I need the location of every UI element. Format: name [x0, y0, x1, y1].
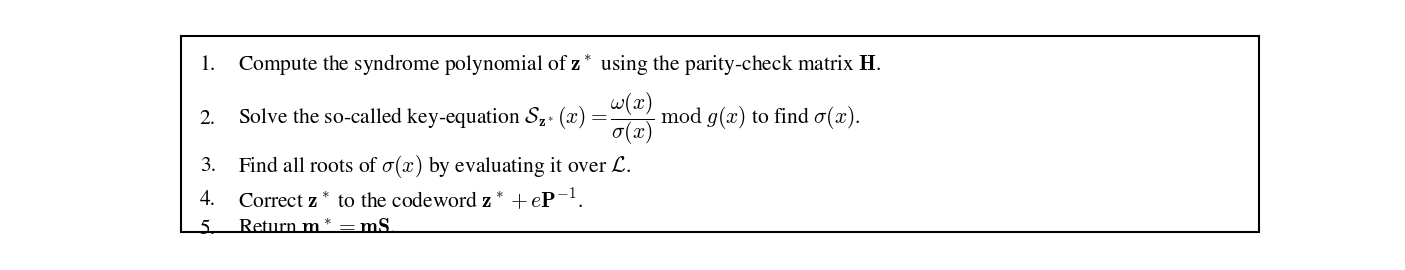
Text: 2.: 2.: [200, 109, 216, 129]
Text: 1.: 1.: [200, 55, 216, 75]
Text: Return $\mathbf{m}^* = \mathbf{m}\mathbf{S}$.: Return $\mathbf{m}^* = \mathbf{m}\mathbf…: [237, 219, 395, 239]
Text: Compute the syndrome polynomial of $\mathbf{z}^*$ using the parity-check matrix : Compute the syndrome polynomial of $\mat…: [237, 52, 881, 77]
Text: Find all roots of $\sigma(x)$ by evaluating it over $\mathcal{L}$.: Find all roots of $\sigma(x)$ by evaluat…: [237, 153, 631, 180]
Text: 5.: 5.: [200, 219, 216, 239]
FancyBboxPatch shape: [181, 36, 1259, 232]
Text: 3.: 3.: [200, 157, 216, 176]
Text: 4.: 4.: [200, 190, 216, 210]
Text: Correct $\mathbf{z}^*$ to the codeword $\mathbf{z}^* + e\mathbf{P}^{-1}$.: Correct $\mathbf{z}^*$ to the codeword $…: [237, 187, 583, 212]
Text: Solve the so-called key-equation $\mathcal{S}_{\mathbf{z}^*}(x) = \dfrac{\omega(: Solve the so-called key-equation $\mathc…: [237, 90, 860, 147]
